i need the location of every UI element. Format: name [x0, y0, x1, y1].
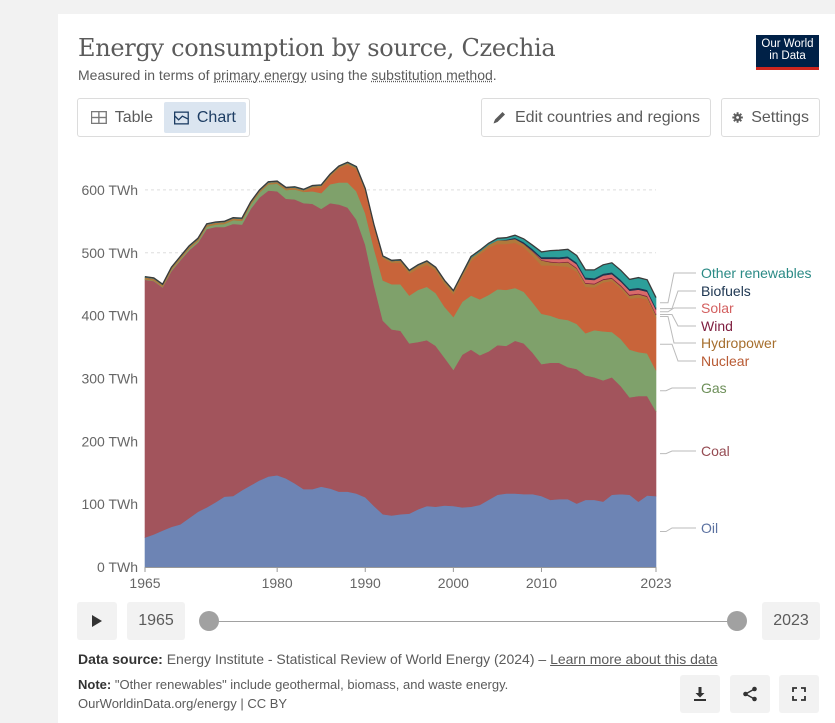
timeline-start-handle[interactable]: [199, 611, 219, 631]
timeline-track[interactable]: [209, 621, 737, 622]
stacked-areas: [144, 161, 657, 568]
gear-icon: [732, 112, 743, 123]
total-outline: [144, 161, 657, 298]
primary-energy-link[interactable]: primary energy: [213, 67, 307, 83]
legend-connector-other-renewables: [660, 272, 696, 304]
expand-icon: [792, 687, 806, 701]
y-tick-label: 0 TWh: [97, 559, 138, 575]
pencil-icon: [493, 112, 505, 124]
note-label: Note:: [78, 677, 112, 692]
chart-area: 0 TWh 100 TWh 200 TWh 300 TWh 400 TWh 500 TWh…: [81, 161, 812, 591]
y-tick-label: 300 TWh: [81, 370, 138, 386]
x-tick-label: 2010: [526, 575, 557, 591]
y-tick-label: 500 TWh: [81, 245, 138, 261]
legend-connector-wind: [660, 314, 696, 327]
settings-button[interactable]: Settings: [721, 98, 820, 137]
y-tick-label: 200 TWh: [81, 433, 138, 449]
edit-countries-label: Edit countries and regions: [515, 108, 700, 126]
subtitle-text-pre: Measured in terms of: [78, 67, 214, 83]
legend-label-gas[interactable]: Gas: [701, 380, 727, 396]
legend-label-biofuels[interactable]: Biofuels: [701, 283, 751, 299]
y-axis: 0 TWh 100 TWh 200 TWh 300 TWh 400 TWh 500 TWh…: [81, 182, 138, 575]
subtitle-text-mid: using the: [306, 67, 372, 83]
tab-table-label: Table: [114, 108, 153, 126]
tab-chart[interactable]: Chart: [164, 102, 246, 133]
learn-more-link[interactable]: Learn more about this data: [550, 651, 718, 667]
x-tick-label: 2000: [438, 575, 469, 591]
y-tick-label: 400 TWh: [81, 308, 138, 324]
legend-connector-biofuels: [660, 290, 696, 310]
play-icon: [92, 615, 102, 627]
timeline-end-year[interactable]: 2023: [762, 602, 820, 640]
timeline-end-handle[interactable]: [727, 611, 747, 631]
note-text: "Other renewables" include geothermal, b…: [114, 677, 509, 692]
tab-table[interactable]: Table: [81, 102, 163, 133]
source-text: Energy Institute - Statistical Review of…: [166, 651, 551, 667]
legend-connector-coal: [660, 450, 696, 455]
x-tick-label: 1980: [262, 575, 293, 591]
license-url[interactable]: OurWorldinData.org/energy | CC BY: [78, 696, 288, 711]
legend-connector-nuclear: [660, 343, 696, 362]
legend-label-other-renewables[interactable]: Other renewables: [701, 265, 812, 281]
x-tick-label: 2023: [640, 575, 671, 591]
table-icon: [91, 111, 107, 124]
timeline-start-year[interactable]: 1965: [127, 602, 185, 640]
legend-connector-oil: [660, 527, 696, 532]
logo-line-1: Our World: [761, 38, 814, 50]
x-axis: 1965 1980 1990 2000 2010 2023: [129, 567, 672, 591]
legend-label-wind[interactable]: Wind: [701, 318, 733, 334]
download-button[interactable]: [680, 675, 720, 713]
data-source: Data source: Energy Institute - Statisti…: [78, 651, 717, 667]
owid-logo[interactable]: Our World in Data: [756, 35, 819, 70]
legend-connector-hydropower: [660, 316, 696, 344]
legend-label-solar[interactable]: Solar: [701, 300, 734, 316]
share-icon: [743, 686, 757, 702]
legend-label-nuclear[interactable]: Nuclear: [701, 353, 750, 369]
y-tick-label: 600 TWh: [81, 182, 138, 198]
logo-line-2: in Data: [769, 50, 806, 62]
chart-note: Note: "Other renewables" include geother…: [78, 677, 508, 692]
y-tick-label: 100 TWh: [81, 496, 138, 512]
tab-chart-label: Chart: [196, 108, 236, 126]
legend-connector-solar: [660, 307, 696, 313]
chart-icon: [174, 110, 189, 125]
legend-label-hydropower[interactable]: Hydropower: [701, 335, 777, 351]
edit-countries-button[interactable]: Edit countries and regions: [481, 98, 711, 137]
chart-subtitle: Measured in terms of primary energy usin…: [78, 67, 497, 83]
view-tabs: Table Chart: [77, 98, 250, 137]
x-tick-label: 1965: [129, 575, 160, 591]
substitution-method-link[interactable]: substitution method: [371, 67, 493, 83]
subtitle-text-post: .: [492, 67, 497, 83]
source-label: Data source:: [78, 651, 163, 667]
legend-label-coal[interactable]: Coal: [701, 443, 730, 459]
legend-label-oil[interactable]: Oil: [701, 520, 718, 536]
download-icon: [694, 687, 706, 701]
play-button[interactable]: [77, 602, 117, 640]
fullscreen-button[interactable]: [779, 675, 819, 713]
x-tick-label: 1990: [350, 575, 381, 591]
settings-label: Settings: [751, 108, 809, 126]
legend-connector-gas: [660, 387, 696, 392]
share-button[interactable]: [730, 675, 770, 713]
chart-title: Energy consumption by source, Czechia: [78, 34, 556, 62]
